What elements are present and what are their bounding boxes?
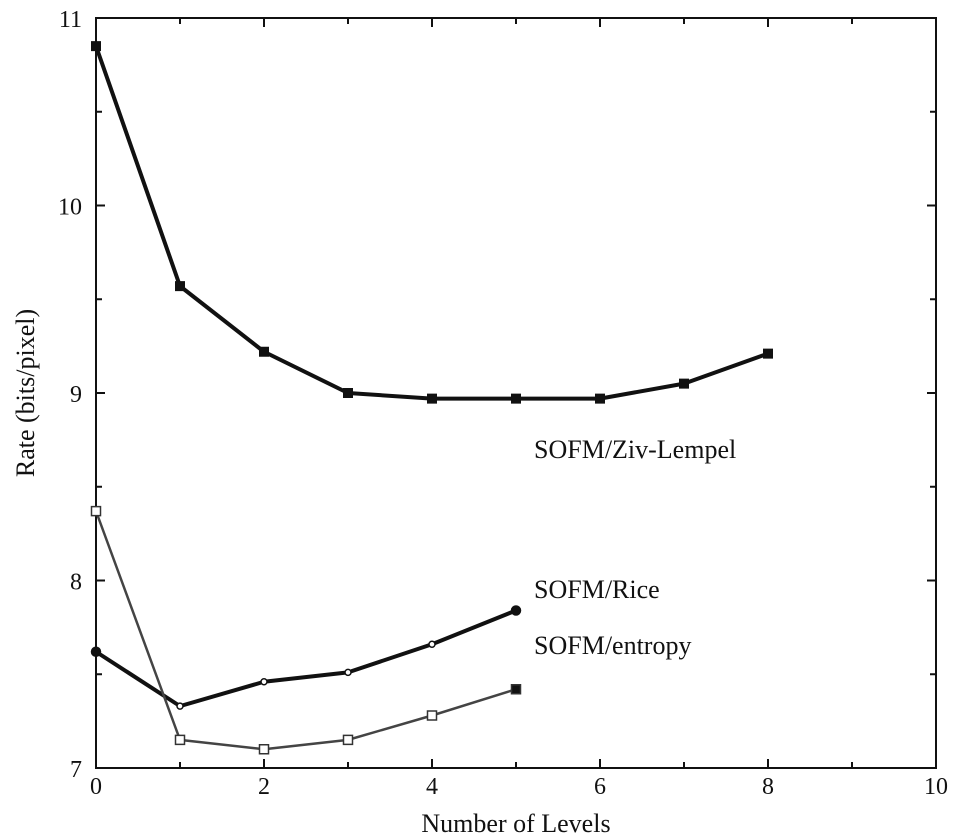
x-tick-label: 6: [594, 774, 606, 800]
data-point: [510, 684, 522, 695]
series-labels: SOFM/Ziv-Lempel SOFM/Rice SOFM/entropy: [534, 435, 736, 660]
x-tick-label: 8: [762, 774, 774, 800]
y-tick-label: 9: [70, 382, 82, 408]
data-point: [511, 393, 521, 404]
data-point: [91, 41, 101, 52]
y-tick-label: 8: [70, 570, 82, 596]
x-tick-label: 0: [90, 774, 102, 800]
data-point: [344, 668, 352, 677]
series-label-sofm-ziv-lempel: SOFM/Ziv-Lempel: [534, 435, 736, 464]
data-point: [90, 646, 102, 657]
series-sofm-rice: [90, 605, 522, 710]
data-point: [428, 640, 436, 648]
data-point: [427, 393, 437, 404]
series-line: [94, 45, 769, 401]
series-label-sofm-rice: SOFM/Rice: [534, 575, 660, 604]
data-point: [763, 348, 773, 359]
series-sofm-entropy: [90, 505, 522, 755]
x-tick-label: 10: [924, 774, 948, 800]
data-point: [90, 505, 102, 517]
plot-border: [95, 17, 937, 769]
data-point: [176, 702, 184, 710]
x-axis-title: Number of Levels: [421, 809, 610, 838]
series-layer: [90, 41, 773, 755]
data-point: [426, 710, 438, 721]
y-tick-label: 10: [58, 195, 82, 221]
axis-ticks: [95, 17, 937, 769]
axis-tick-labels: 0 2 4 6 8 10 7 8 9 10 11: [58, 7, 948, 800]
data-point: [259, 346, 269, 357]
data-point: [510, 605, 522, 616]
x-tick-label: 4: [426, 774, 438, 800]
plot-frame: [95, 17, 937, 769]
y-tick-label: 11: [59, 7, 82, 33]
y-tick-label: 7: [70, 757, 82, 783]
data-point: [342, 734, 354, 746]
data-point: [175, 281, 185, 292]
data-point: [343, 388, 353, 398]
data-point: [174, 734, 186, 746]
series-line: [94, 608, 517, 709]
series-sofm-ziv-lempel: [91, 41, 773, 404]
data-point: [679, 378, 689, 389]
x-tick-label: 2: [258, 774, 270, 800]
series-line: [94, 510, 517, 751]
series-label-sofm-entropy: SOFM/entropy: [534, 631, 691, 660]
data-point: [595, 393, 605, 404]
data-point: [258, 744, 270, 755]
y-axis-title: Rate (bits/pixel): [11, 309, 40, 477]
data-point: [260, 678, 268, 686]
